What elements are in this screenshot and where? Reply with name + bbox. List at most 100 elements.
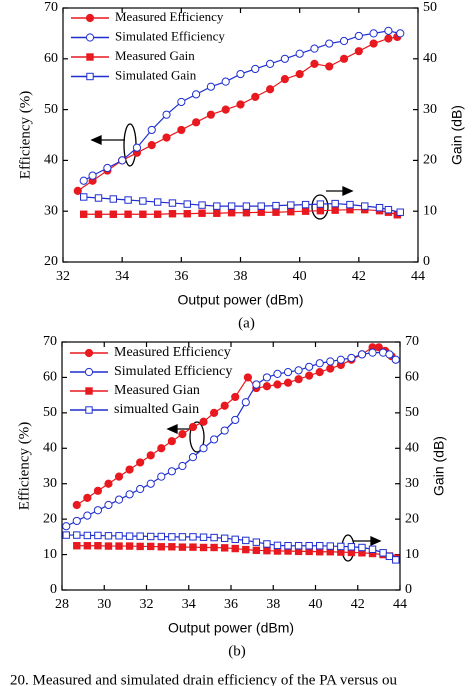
y2-tick-label: 0 xyxy=(423,254,430,269)
y2-tick-label: 20 xyxy=(405,511,419,526)
marker xyxy=(199,444,208,453)
y2-tick-label: 50 xyxy=(405,405,419,420)
marker xyxy=(177,125,186,135)
marker xyxy=(384,26,393,35)
marker xyxy=(262,382,272,391)
marker xyxy=(361,202,369,210)
y-axis-label: Efficiency (%) xyxy=(17,91,33,179)
marker xyxy=(104,532,113,540)
y-axis-label: Efficiency (%) xyxy=(16,422,32,510)
marker xyxy=(354,47,363,56)
marker xyxy=(146,479,155,488)
y-tick-label: 50 xyxy=(43,405,57,420)
marker xyxy=(73,542,81,550)
marker xyxy=(384,34,393,43)
marker xyxy=(310,59,319,68)
marker xyxy=(220,544,229,552)
marker xyxy=(243,373,252,382)
marker xyxy=(357,350,367,359)
x-tick-label: 40 xyxy=(309,597,323,612)
y2-tick-label: 50 xyxy=(423,0,437,15)
marker xyxy=(94,210,103,218)
marker xyxy=(168,199,177,207)
marker xyxy=(178,430,187,439)
marker xyxy=(192,118,201,127)
legend-label: Simulated Efficiency xyxy=(114,364,232,379)
y2-tick-label: 10 xyxy=(405,547,419,562)
subplot-label: (b) xyxy=(228,643,246,659)
marker xyxy=(326,542,334,550)
legend-marker xyxy=(86,53,94,61)
marker xyxy=(257,202,265,210)
marker xyxy=(326,364,335,373)
marker xyxy=(263,546,271,555)
marker xyxy=(178,533,187,541)
marker xyxy=(242,209,251,217)
marker xyxy=(157,444,166,453)
subplot-label: (a) xyxy=(238,315,255,331)
x-tick-label: 42 xyxy=(352,269,366,284)
y2-tick-label: 20 xyxy=(423,153,437,168)
marker xyxy=(316,548,324,556)
marker xyxy=(79,176,88,185)
marker xyxy=(385,350,394,359)
marker xyxy=(231,392,240,402)
x-tick-label: 34 xyxy=(182,597,196,612)
y2-tick-label: 40 xyxy=(423,51,437,66)
marker xyxy=(198,209,206,217)
marker xyxy=(136,458,145,467)
marker xyxy=(346,200,354,209)
x-tick-label: 44 xyxy=(411,269,425,284)
marker xyxy=(375,203,384,212)
marker xyxy=(294,542,303,550)
marker xyxy=(136,532,144,540)
marker xyxy=(242,202,251,210)
marker xyxy=(354,31,363,41)
marker xyxy=(301,200,310,209)
marker xyxy=(115,542,123,550)
x-tick-label: 38 xyxy=(234,269,248,284)
marker xyxy=(280,54,289,63)
marker xyxy=(295,49,304,58)
legend-label: simualted Gain xyxy=(114,402,199,417)
marker xyxy=(347,543,356,551)
plot-frame xyxy=(62,7,419,263)
marker xyxy=(384,205,393,214)
marker xyxy=(392,556,400,564)
marker xyxy=(115,532,123,540)
marker xyxy=(379,549,387,557)
marker xyxy=(252,380,261,389)
marker xyxy=(316,542,324,550)
marker xyxy=(331,199,339,208)
marker xyxy=(358,543,366,552)
marker xyxy=(73,186,82,195)
marker xyxy=(325,39,334,48)
marker xyxy=(183,200,191,208)
marker xyxy=(162,110,171,119)
marker xyxy=(94,194,103,202)
marker xyxy=(316,206,325,215)
marker xyxy=(316,200,325,208)
marker xyxy=(272,208,280,216)
marker xyxy=(251,92,260,102)
marker xyxy=(257,208,265,216)
marker xyxy=(252,538,261,546)
marker xyxy=(242,536,250,545)
legend-label: Measured Gian xyxy=(114,383,200,398)
marker xyxy=(124,196,132,204)
arrow-head xyxy=(342,185,354,197)
marker xyxy=(188,453,198,462)
legend-label: Simulated Gain xyxy=(115,67,197,82)
legend-marker xyxy=(85,13,95,23)
marker xyxy=(83,511,92,520)
y2-tick-label: 30 xyxy=(423,102,437,117)
y-tick-label: 60 xyxy=(43,370,57,385)
marker xyxy=(139,210,147,218)
marker xyxy=(94,531,102,540)
x-tick-label: 42 xyxy=(351,597,365,612)
marker xyxy=(125,532,134,540)
marker xyxy=(265,85,275,94)
marker xyxy=(183,210,191,218)
marker xyxy=(273,369,282,378)
